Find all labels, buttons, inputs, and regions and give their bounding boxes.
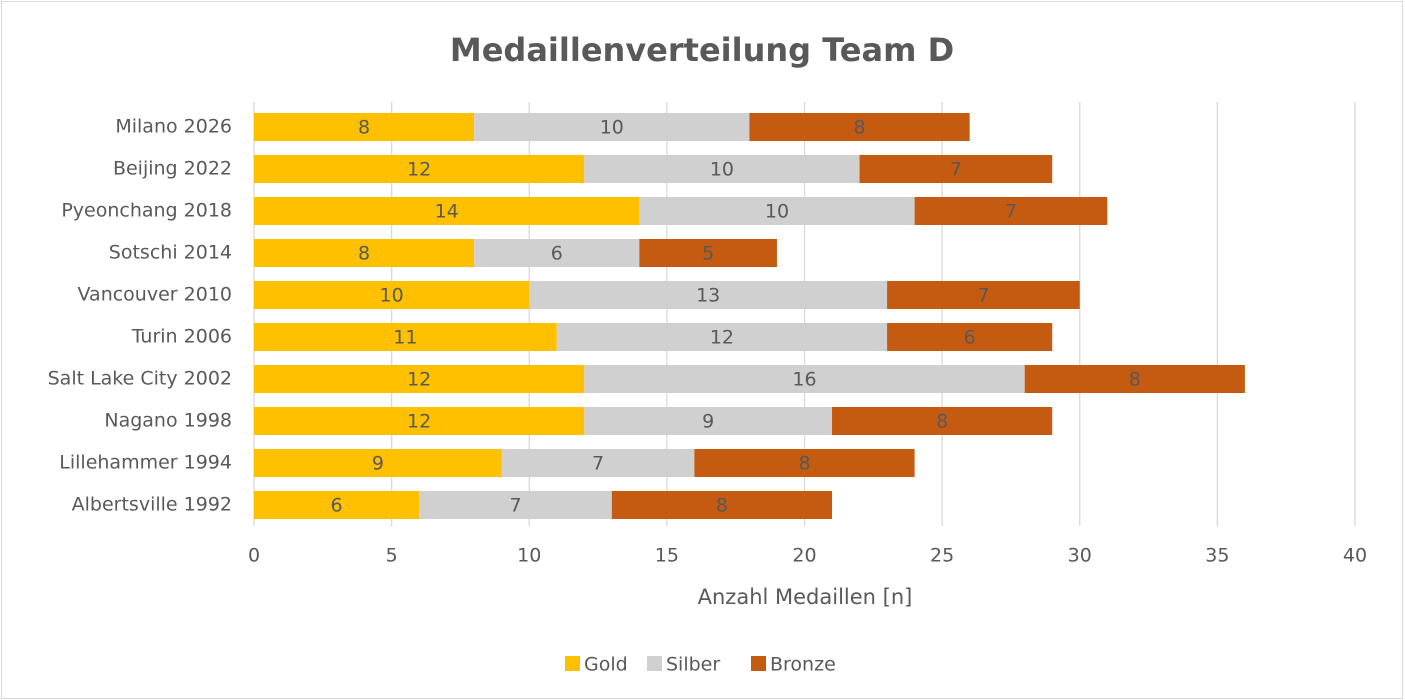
data-label: 8 — [854, 117, 866, 139]
data-label: 9 — [702, 411, 714, 433]
data-label: 7 — [950, 159, 962, 181]
y-tick-label: Albertsville 1992 — [72, 494, 232, 516]
y-tick-label: Beijing 2022 — [113, 158, 232, 180]
bar-segment — [419, 491, 612, 519]
bar-segment — [1024, 365, 1245, 393]
x-tick-label: 15 — [655, 545, 679, 567]
bar-segment — [694, 449, 915, 477]
data-label: 8 — [936, 411, 948, 433]
data-label: 7 — [509, 495, 521, 517]
legend-label: Bronze — [770, 654, 836, 676]
y-tick-label: Pyeonchang 2018 — [61, 200, 232, 222]
x-tick-label: 5 — [386, 545, 398, 567]
data-label: 12 — [710, 327, 734, 349]
data-label: 8 — [1129, 369, 1141, 391]
x-axis-label: Anzahl Medaillen [n] — [698, 585, 913, 609]
bar-segment — [584, 365, 1025, 393]
bar-segment — [556, 323, 888, 351]
legend-swatch — [647, 656, 662, 671]
bar-segment — [474, 113, 750, 141]
x-tick-label: 0 — [248, 545, 260, 567]
bar-segment — [749, 113, 970, 141]
bar-segment — [914, 197, 1108, 225]
data-label: 6 — [551, 243, 563, 265]
y-tick-label: Vancouver 2010 — [78, 284, 232, 306]
bar-segment — [254, 197, 640, 225]
bar-segment — [584, 155, 860, 183]
legend-swatch — [565, 656, 580, 671]
bar-segment — [254, 281, 530, 309]
data-label: 10 — [600, 117, 624, 139]
data-label: 7 — [1005, 201, 1017, 223]
data-label: 10 — [710, 159, 734, 181]
x-tick-label: 25 — [930, 545, 954, 567]
data-label: 13 — [696, 285, 720, 307]
bar-segment — [887, 281, 1080, 309]
x-tick-label: 20 — [792, 545, 816, 567]
bar-segment — [254, 113, 475, 141]
bar-segment — [639, 197, 915, 225]
y-tick-label: Lillehammer 1994 — [59, 452, 232, 474]
bar-segment — [611, 491, 833, 519]
data-label: 8 — [358, 243, 370, 265]
data-label: 14 — [435, 201, 459, 223]
data-label: 7 — [977, 285, 989, 307]
data-label: 5 — [702, 243, 714, 265]
data-label: 6 — [331, 495, 343, 517]
bar-segment — [254, 239, 475, 267]
bar-segment — [254, 155, 585, 183]
bar-segment — [501, 449, 695, 477]
data-label: 12 — [407, 411, 431, 433]
legend-label: Gold — [584, 654, 628, 676]
data-label: 11 — [393, 327, 417, 349]
data-label: 8 — [358, 117, 370, 139]
data-label: 10 — [765, 201, 789, 223]
bar-segment — [584, 407, 833, 435]
y-tick-label: Salt Lake City 2002 — [48, 368, 232, 390]
data-label: 8 — [798, 453, 810, 475]
x-tick-label: 35 — [1205, 545, 1229, 567]
data-label: 12 — [407, 159, 431, 181]
data-label: 7 — [592, 453, 604, 475]
bar-segment — [254, 365, 585, 393]
legend-label: Silber — [666, 654, 720, 676]
y-tick-label: Milano 2026 — [115, 116, 232, 138]
bar-segment — [254, 407, 585, 435]
y-tick-label: Nagano 1998 — [104, 410, 232, 432]
bar-segment — [254, 449, 502, 477]
bar-segment — [254, 491, 420, 519]
legend-swatch — [751, 656, 766, 671]
bar-segment — [529, 281, 888, 309]
bar-segment — [639, 239, 777, 267]
bar-segment — [474, 239, 640, 267]
bar-segment — [254, 323, 557, 351]
data-label: 16 — [792, 369, 816, 391]
chart-title: Medaillenverteilung Team D — [450, 31, 954, 69]
data-label: 12 — [407, 369, 431, 391]
data-label: 6 — [964, 327, 976, 349]
data-label: 10 — [380, 285, 404, 307]
x-tick-label: 40 — [1343, 545, 1367, 567]
bar-segment — [832, 407, 1053, 435]
bar-segment — [887, 323, 1053, 351]
y-tick-label: Turin 2006 — [131, 326, 232, 348]
data-label: 8 — [716, 495, 728, 517]
x-tick-label: 10 — [517, 545, 541, 567]
x-tick-label: 30 — [1068, 545, 1092, 567]
data-label: 9 — [372, 453, 384, 475]
y-tick-label: Sotschi 2014 — [109, 242, 232, 264]
bar-segment — [859, 155, 1053, 183]
